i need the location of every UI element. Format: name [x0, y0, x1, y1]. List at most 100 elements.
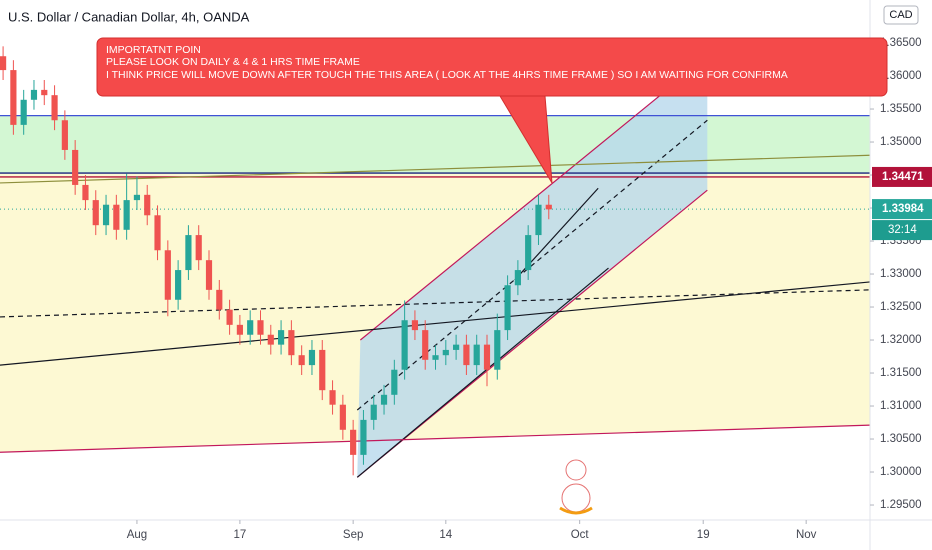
- candle-body: [185, 235, 192, 271]
- trend-line: [359, 56, 708, 341]
- candle-body: [154, 215, 161, 251]
- trend-line: [356, 119, 708, 411]
- axes: 1.29500 1.30000 1.30500 1.31000 1.31500 1.320…: [127, 37, 922, 541]
- candle-body: [442, 349, 449, 356]
- plot-area: [0, 46, 870, 478]
- candle-body: [401, 320, 408, 370]
- x-tick-label: Oct: [571, 529, 590, 541]
- candle-body: [370, 404, 377, 420]
- callout-line: PLEASE LOOK ON DAILY & 4 & 1 HRS TIME FR…: [106, 56, 360, 68]
- candle-body: [494, 330, 501, 370]
- candle-body: [41, 89, 48, 96]
- candle-body: [411, 320, 419, 331]
- candle-body: [82, 184, 89, 201]
- candle-body: [0, 56, 7, 71]
- price-label: 1.33984: [882, 203, 924, 215]
- candle-body: [391, 369, 398, 395]
- x-tick-label: Sep: [343, 529, 363, 541]
- candle-body: [175, 270, 182, 300]
- candle-body: [247, 320, 254, 335]
- trend-line: [0, 424, 870, 453]
- candle-body: [20, 99, 27, 125]
- candle-body: [226, 309, 233, 325]
- candle-body: [308, 349, 316, 366]
- candle-body: [298, 355, 305, 366]
- x-tick-label: Nov: [796, 529, 817, 541]
- candle-body: [525, 235, 532, 271]
- candle-body: [422, 330, 429, 360]
- y-tick-label: 1.35500: [880, 103, 922, 115]
- candle-body: [432, 355, 439, 360]
- x-tick-label: 17: [233, 529, 246, 541]
- candle-body: [144, 194, 151, 216]
- price-label: 1.34471: [882, 171, 924, 183]
- y-tick-label: 1.31000: [880, 400, 922, 412]
- candle-body: [195, 235, 202, 261]
- x-tick-label: 14: [439, 529, 452, 541]
- candle-body: [319, 349, 326, 391]
- callout-box: [96, 37, 888, 97]
- callout-line: IMPORTATNT POIN: [106, 44, 201, 56]
- candle-body: [473, 344, 480, 366]
- x-tick-label: Aug: [127, 529, 147, 541]
- currency-badge[interactable]: [883, 5, 919, 25]
- candle-body: [267, 334, 274, 345]
- candle-body: [453, 344, 460, 350]
- y-tick-label: 1.33000: [880, 268, 922, 280]
- candle-body: [535, 204, 542, 236]
- y-tick-label: 1.29500: [880, 499, 922, 511]
- candle-body: [288, 330, 295, 356]
- x-tick-label: 19: [697, 529, 710, 541]
- candle-body: [92, 200, 99, 226]
- countdown-bg: [872, 220, 932, 241]
- candle-body: [380, 394, 388, 405]
- logo: [559, 459, 593, 515]
- chart-title: U.S. Dollar / Canadian Dollar, 4h, OANDA: [8, 9, 250, 24]
- candle-body: [72, 149, 79, 185]
- zone: [0, 115, 870, 174]
- y-tick-label: 1.31500: [880, 367, 922, 379]
- currency: CAD: [889, 9, 912, 21]
- overlays: IMPORTATNT POIN PLEASE LOOK ON DAILY & 4…: [0, 5, 932, 515]
- candle-body: [514, 270, 521, 286]
- y-tick-label: 1.36500: [880, 37, 922, 49]
- y-tick-label: 1.36000: [880, 70, 922, 82]
- candle-body: [102, 204, 110, 226]
- price-label-bg: [872, 166, 932, 187]
- countdown: 32:14: [888, 224, 917, 236]
- trend-line: [356, 267, 609, 478]
- candle-body: [329, 390, 336, 405]
- trend-line: [0, 281, 870, 366]
- callout-line: I THINK PRICE WILL MOVE DOWN AFTER TOUCH…: [106, 69, 788, 81]
- zone: [357, 56, 708, 478]
- candle-body: [483, 344, 491, 370]
- candle-body: [277, 330, 285, 345]
- y-tick-label: 1.30000: [880, 466, 922, 478]
- candle-body: [113, 204, 120, 230]
- candle-body: [216, 289, 223, 310]
- candle-body: [360, 419, 367, 455]
- trend-line: [0, 154, 870, 184]
- candle-body: [164, 250, 171, 300]
- candle-body: [350, 429, 357, 455]
- candle-body: [123, 200, 130, 230]
- candle-body: [545, 204, 552, 210]
- y-tick-label: 1.32500: [880, 301, 922, 313]
- candle-body: [205, 260, 213, 290]
- candle-body: [236, 324, 243, 335]
- candle-body: [51, 95, 58, 121]
- y-tick-label: 1.35000: [880, 136, 922, 148]
- candle-body: [30, 89, 38, 100]
- candle-body: [504, 285, 511, 331]
- y-tick-label: 1.32000: [880, 334, 922, 346]
- y-tick-label: 1.30500: [880, 433, 922, 445]
- candle-body: [133, 194, 141, 201]
- candle-body: [10, 70, 17, 125]
- title-bg: [0, 6, 260, 30]
- candle-body: [257, 320, 264, 335]
- trend-line: [0, 289, 870, 318]
- candle-body: [463, 344, 470, 366]
- price-label-bg: [872, 199, 932, 220]
- candle-body: [61, 120, 68, 150]
